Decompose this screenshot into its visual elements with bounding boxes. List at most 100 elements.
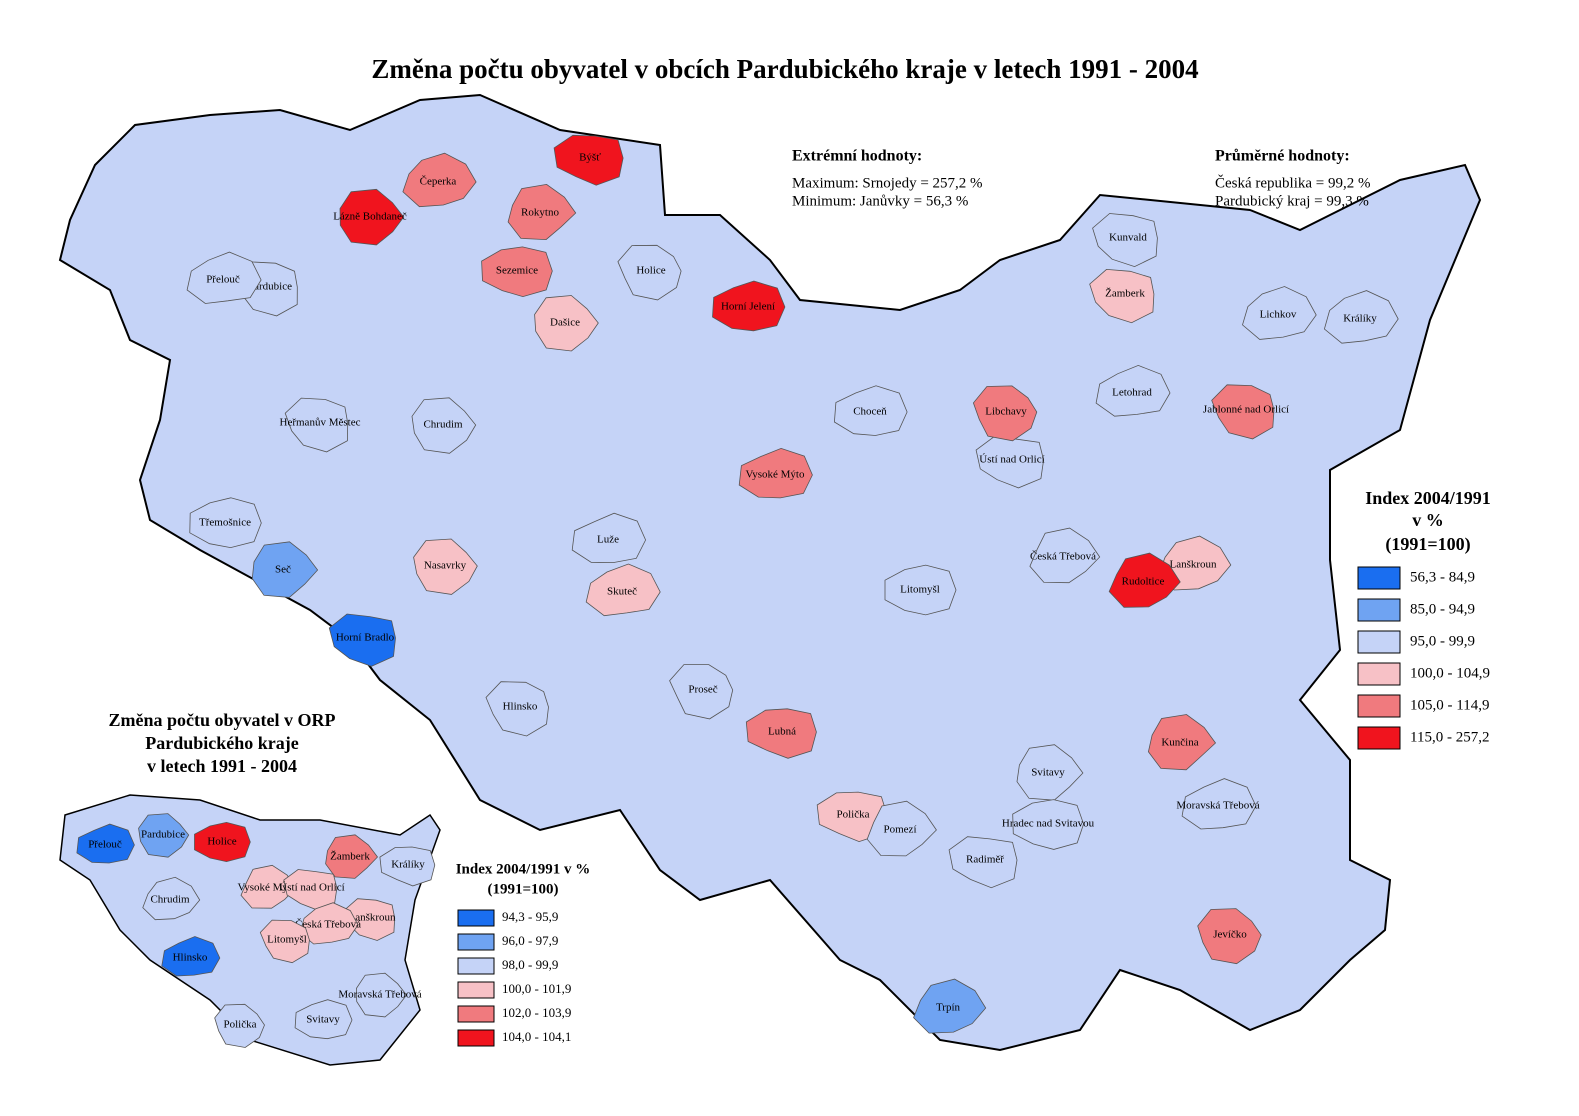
- municipality: [866, 800, 937, 857]
- municipality: [1323, 290, 1399, 344]
- orp-region: [214, 1003, 265, 1048]
- municipality-label: Nasavrky: [424, 560, 467, 572]
- municipality: [833, 385, 908, 436]
- municipality-label: Radiměř: [966, 854, 1004, 866]
- municipality-label: Proseč: [688, 684, 717, 696]
- municipality-label: Třemošnice: [199, 517, 251, 529]
- legend-title: (1991=100): [1385, 534, 1470, 555]
- orp-region: [194, 821, 251, 863]
- orp-region: [259, 919, 310, 964]
- orp-label: Česká Třebová: [295, 919, 361, 931]
- orp-region: [294, 999, 353, 1040]
- municipality: [1197, 908, 1262, 965]
- municipality: [913, 978, 987, 1034]
- inset-legend-label: 94,3 - 95,9: [502, 909, 558, 924]
- inset-legend-swatch: [457, 933, 495, 951]
- municipality: [413, 538, 478, 595]
- legend-swatch: [1357, 694, 1401, 718]
- municipality: [1108, 552, 1181, 608]
- municipality: [189, 497, 262, 549]
- orp-label: Hlinsko: [173, 952, 208, 964]
- municipality-label: Polička: [837, 809, 870, 821]
- legend-swatch: [1357, 630, 1401, 654]
- municipality: [1242, 286, 1317, 340]
- legend-label: 105,0 - 114,9: [1410, 697, 1489, 713]
- inset-legend-title: Index 2004/1991 v %: [456, 861, 591, 877]
- extremes-heading: Extrémní hodnoty:: [792, 148, 922, 165]
- municipality: [1147, 714, 1217, 771]
- municipality: [402, 152, 477, 208]
- map-layer: Pardubice Přelouč Holice Vysoké Mýto Chrudim…: [76, 134, 1399, 1048]
- legend-title: Index 2004/1991: [1365, 488, 1491, 508]
- inset-legend-swatch: [457, 981, 495, 999]
- legend-swatch: [1357, 566, 1401, 590]
- orp-label: Polička: [224, 1019, 257, 1031]
- municipality-label: Horní Jelení: [721, 301, 775, 313]
- orp-region: [138, 813, 190, 858]
- orp-region: [161, 936, 221, 977]
- orp-label: Přelouč: [88, 839, 122, 851]
- inset-title: v letech 1991 - 2004: [147, 756, 297, 776]
- inset-legend-label: 100,0 - 101,9: [502, 981, 571, 996]
- municipality-label: Králíky: [1343, 313, 1377, 325]
- municipality: [1029, 527, 1101, 584]
- orp-label: Holice: [207, 836, 236, 848]
- municipality: [745, 708, 817, 759]
- orp-label: Svitavy: [306, 1014, 340, 1026]
- municipality-label: Přelouč: [206, 274, 240, 286]
- municipality: [585, 563, 661, 617]
- municipality: [507, 183, 577, 241]
- municipality-label: Čeperka: [420, 176, 457, 188]
- municipality-label: Letohrad: [1112, 387, 1152, 399]
- municipality: [328, 613, 396, 667]
- municipality: [738, 447, 813, 499]
- inset-title: Změna počtu obyvatel v ORP: [109, 710, 336, 730]
- inset-legend-swatch: [457, 1005, 495, 1023]
- municipality-label: Luže: [597, 534, 619, 546]
- municipality-label: Lubná: [768, 726, 796, 738]
- municipality: [1089, 268, 1155, 324]
- municipality: [884, 564, 957, 616]
- inset-legend-label: 96,0 - 97,9: [502, 933, 558, 948]
- municipality-label: Pomezí: [884, 824, 917, 836]
- municipality: [712, 280, 786, 332]
- municipality: [481, 246, 553, 298]
- orp-region: [325, 834, 379, 879]
- municipality: [669, 664, 734, 720]
- orp-label: Vysoké Mýto: [238, 882, 297, 894]
- municipality-label: Heřmanův Městec: [280, 417, 361, 429]
- municipality: [553, 134, 624, 186]
- municipality-label: Choceň: [853, 406, 887, 418]
- municipality: [1181, 778, 1257, 830]
- title: Změna počtu obyvatel v obcích Pardubické…: [371, 54, 1198, 84]
- legend-title: v %: [1412, 510, 1444, 530]
- legend-swatch: [1357, 662, 1401, 686]
- municipality-label: Jevíčko: [1213, 929, 1247, 941]
- municipality: [972, 385, 1038, 442]
- municipality: [571, 512, 647, 564]
- municipality: [186, 251, 262, 304]
- inset-legend-swatch: [457, 909, 495, 927]
- municipality-label: Litomyšl: [900, 584, 940, 596]
- municipality-label: Kunvald: [1109, 232, 1147, 244]
- orp-label: Lanškroun: [348, 912, 396, 924]
- municipality: [339, 188, 405, 246]
- legend-swatch: [1357, 598, 1401, 622]
- municipality-label: Vysoké Mýto: [746, 469, 805, 481]
- orp-label: Ústí nad Orlicí: [279, 882, 344, 894]
- municipality: [534, 295, 599, 352]
- orp-label: Litomyšl: [267, 934, 307, 946]
- legend-swatch: [1357, 726, 1401, 750]
- municipality: [1211, 384, 1275, 440]
- inset-legend-title: (1991=100): [487, 881, 558, 897]
- orp-region: [299, 902, 359, 945]
- municipality: [411, 397, 477, 454]
- municipality: [284, 397, 349, 453]
- municipality-label: Trpín: [936, 1002, 961, 1014]
- orp-label: Moravská Třebová: [338, 989, 421, 1001]
- municipality: [1092, 213, 1158, 268]
- municipality-label: Kunčina: [1161, 737, 1198, 749]
- orp-label: Žamberk: [330, 851, 370, 863]
- municipality: [1016, 744, 1084, 801]
